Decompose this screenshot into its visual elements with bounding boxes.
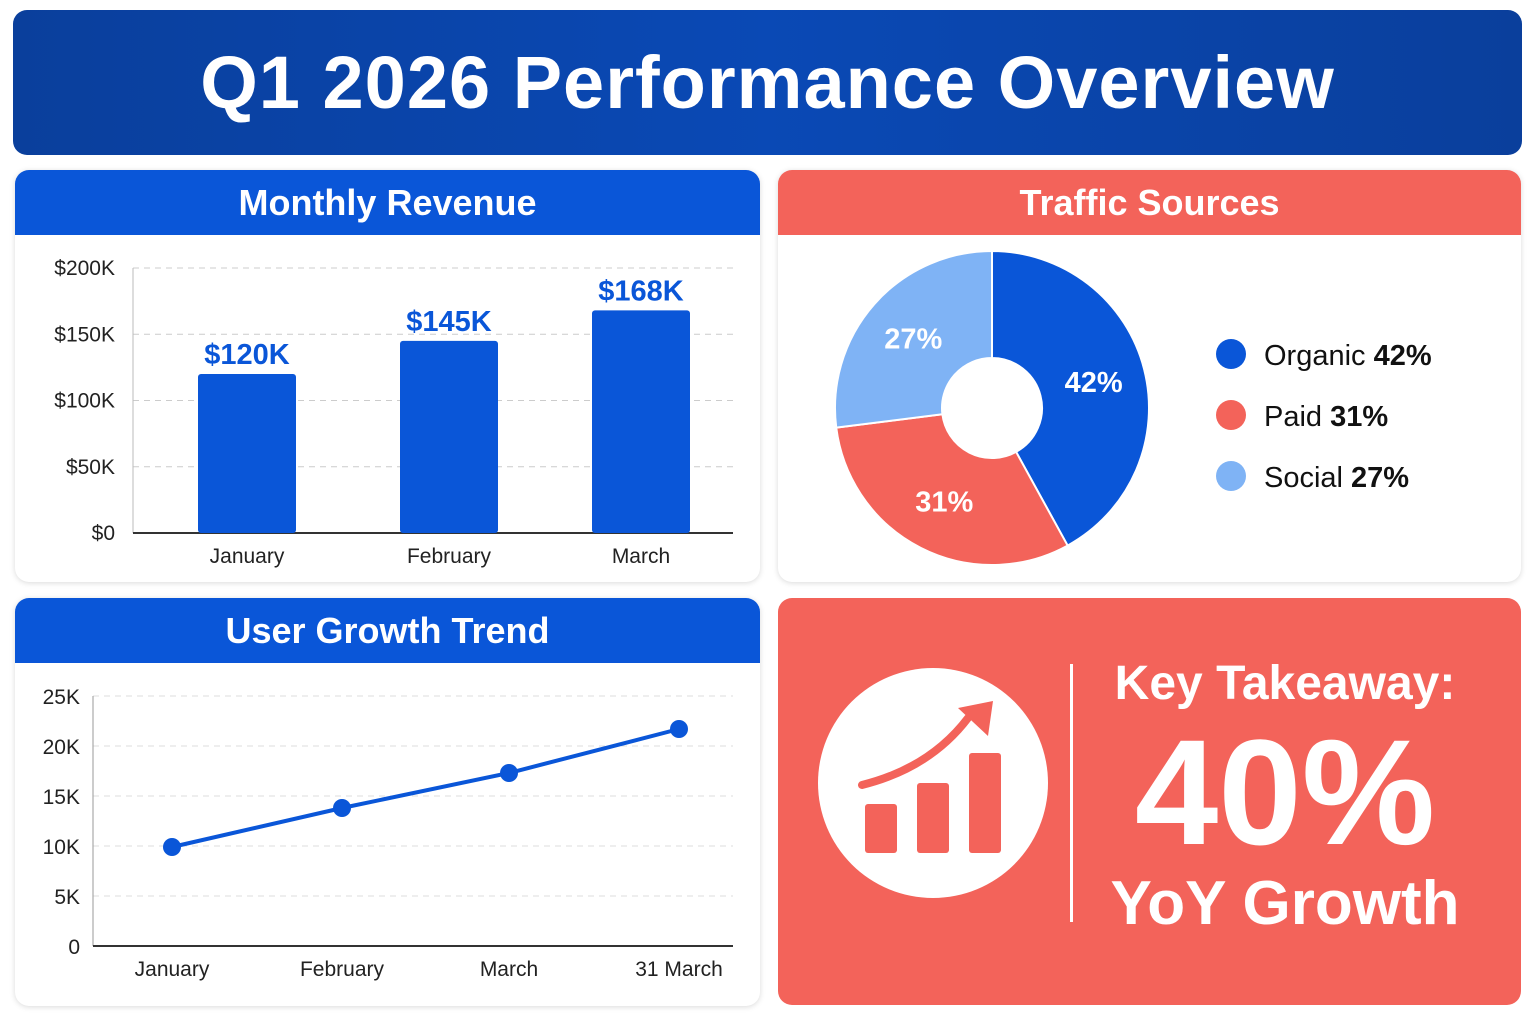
y-tick-label: 5K <box>54 886 80 909</box>
traffic-pie-chart: 42% 31% 27% Organic 42% Paid 31% Social 27% <box>834 249 1432 566</box>
bar <box>592 310 690 533</box>
y-tick-label: 25K <box>43 686 80 709</box>
bar <box>400 340 498 533</box>
page-title: Q1 2026 Performance Overview <box>200 41 1335 124</box>
divider <box>1070 664 1073 922</box>
data-point <box>333 799 351 817</box>
takeaway-caption: YoY Growth <box>1110 869 1460 938</box>
series-line <box>171 727 680 849</box>
bar-value-label: $168K <box>598 275 684 307</box>
y-tick-label: 20K <box>43 736 80 759</box>
data-point <box>163 838 181 856</box>
x-tick-label: February <box>407 545 492 568</box>
legend-swatch <box>1216 461 1246 491</box>
bar-value-label: $145K <box>406 306 492 338</box>
y-tick-label: 15K <box>43 786 80 809</box>
data-point <box>670 720 688 738</box>
y-tick-label: $150K <box>54 323 115 346</box>
y-tick-label: $200K <box>54 257 115 280</box>
x-tick-label: February <box>300 958 385 981</box>
data-point <box>500 764 518 782</box>
y-tick-label: 0 <box>68 936 80 959</box>
y-tick-label: $0 <box>92 522 115 545</box>
traffic-title: Traffic Sources <box>778 170 1521 235</box>
pie-slice <box>991 249 1150 547</box>
legend-swatch <box>1216 339 1246 369</box>
bar-value-label: $120K <box>204 339 290 371</box>
revenue-title: Monthly Revenue <box>15 170 760 235</box>
takeaway-heading: Key Takeaway: <box>1114 657 1456 710</box>
takeaway-value: 40% <box>1134 708 1436 876</box>
growth-title: User Growth Trend <box>15 598 760 663</box>
x-tick-label: January <box>210 545 285 568</box>
pie-slice <box>835 413 1069 566</box>
legend-label: Paid 31% <box>1264 401 1388 433</box>
title-banner: Q1 2026 Performance Overview <box>13 10 1522 155</box>
growth-panel: User Growth Trend 0 5K 10K 15K 20K 25K January… <box>15 598 760 1006</box>
y-tick-label: $100K <box>54 390 115 413</box>
x-tick-label: January <box>135 958 210 981</box>
y-tick-label: $50K <box>66 456 115 479</box>
x-tick-label: March <box>480 958 538 981</box>
y-tick-label: 10K <box>43 836 80 859</box>
x-tick-label: 31 March <box>635 958 723 981</box>
legend-label: Organic 42% <box>1264 340 1432 372</box>
slice-label: 42% <box>1065 367 1123 399</box>
slice-label: 31% <box>915 487 973 519</box>
legend-label: Social 27% <box>1264 462 1409 494</box>
traffic-panel: Traffic Sources 42% 31% 27% Organic 42% Paid… <box>778 170 1521 582</box>
growth-line-chart: 0 5K 10K 15K 20K 25K January February March 31 Ma… <box>43 686 733 981</box>
legend-swatch <box>1216 400 1246 430</box>
bar <box>198 374 296 533</box>
revenue-panel: Monthly Revenue $0 $50K $100K $150K $200K $12… <box>15 170 760 582</box>
slice-label: 27% <box>884 324 942 356</box>
revenue-bar-chart: $0 $50K $100K $150K $200K $120K January $145K Fe… <box>54 257 733 568</box>
growth-chart-icon <box>818 668 1048 898</box>
x-tick-label: March <box>612 545 670 568</box>
pie-slice <box>834 249 993 429</box>
takeaway-panel <box>778 598 1521 1005</box>
